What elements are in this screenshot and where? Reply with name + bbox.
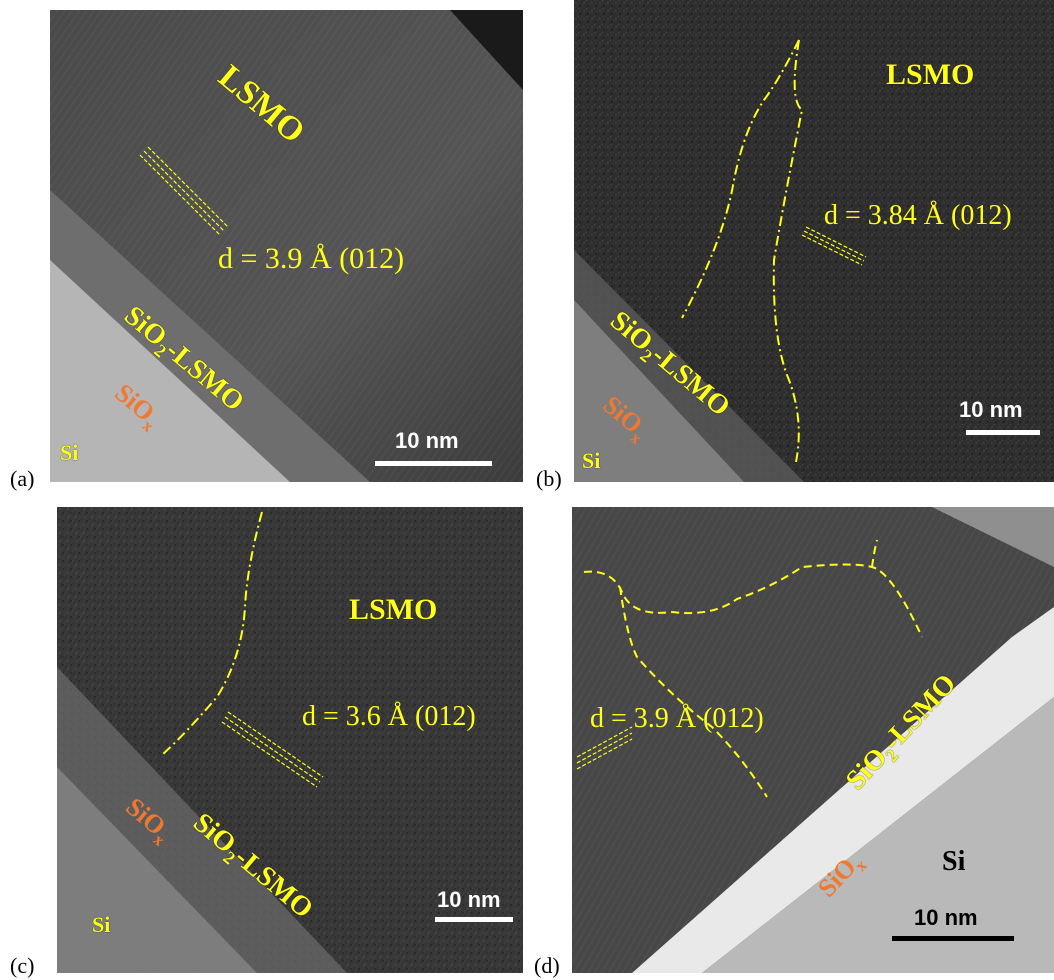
scalebar-label-a: 10 nm: [395, 428, 459, 453]
panel-label-d: (d): [534, 953, 560, 978]
panel-label-b: (b): [536, 466, 562, 491]
scalebar-d: [892, 936, 1014, 941]
substrate-label-b: Si: [582, 448, 601, 473]
grain-boundaries-b: [681, 39, 867, 463]
panel-d-image: d = 3.9 Å (012) SiO2-LSMO SiOx Si 10 nm: [572, 507, 1054, 973]
substrate-label-d: Si: [942, 846, 966, 877]
d-spacing-label-b: d = 3.84 Å (012): [824, 200, 1012, 231]
scalebar-label-d: 10 nm: [914, 905, 978, 930]
grain-boundaries-d: [576, 539, 923, 798]
d-spacing-label-d: d = 3.9 Å (012): [590, 703, 764, 734]
panel-label-a: (a): [10, 466, 35, 491]
scalebar-label-c: 10 nm: [437, 887, 501, 912]
substrate-label-c: Si: [92, 912, 111, 937]
lsmo-label-b: LSMO: [886, 58, 975, 91]
panel-c-image: LSMO d = 3.6 Å (012) SiO2-LSMO SiOx Si 1…: [57, 507, 523, 973]
substrate-label-a: Si: [60, 440, 79, 465]
panel-c-micrograph: [57, 507, 523, 973]
panel-a-image: LSMO d = 3.9 Å (012) SiO2-LSMO SiOx Si 1…: [50, 10, 523, 482]
panel-d-micrograph: [572, 507, 1054, 973]
panel-a-micrograph: [50, 10, 523, 482]
d-spacing-label-c: d = 3.6 Å (012): [302, 701, 476, 732]
grain-boundaries-c: [161, 511, 324, 788]
scalebar-b: [966, 430, 1040, 435]
panel-label-c: (c): [10, 953, 35, 978]
scalebar-label-b: 10 nm: [959, 397, 1023, 422]
lattice-fringe-lines-a: [139, 146, 229, 236]
scalebar-c: [435, 917, 513, 922]
panel-b-image: LSMO d = 3.84 Å (012) SiO2-LSMO SiOx Si …: [574, 0, 1054, 482]
lsmo-label-c: LSMO: [349, 593, 438, 626]
scalebar-a: [375, 461, 492, 466]
d-spacing-label-a: d = 3.9 Å (012): [218, 242, 405, 275]
